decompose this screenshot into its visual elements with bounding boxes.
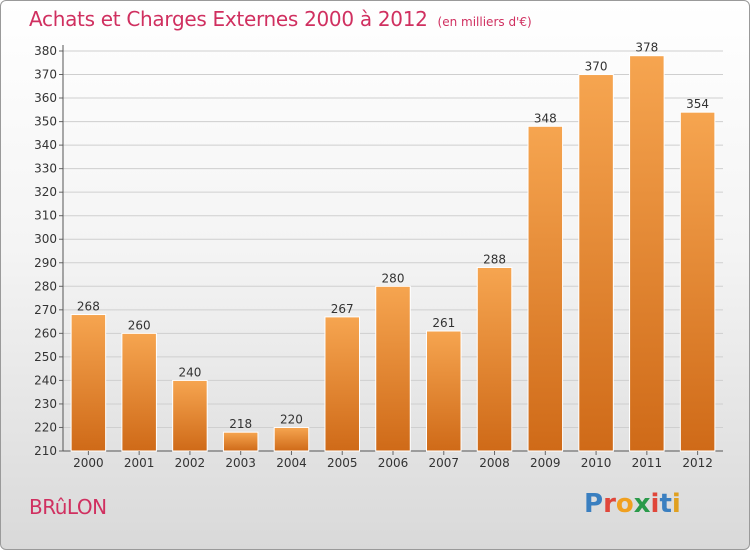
data-label-2009: 348 [534,111,557,125]
bar-2001 [121,332,157,452]
chart-title-text: Achats et Charges Externes 2000 à 2012 [29,7,428,31]
bar-2002 [172,379,208,452]
x-tick-label-2007: 2007 [428,456,459,470]
logo-letter: i [671,489,681,519]
y-tick-label: 320 [34,185,57,199]
chart-title: Achats et Charges Externes 2000 à 2012 (e… [29,7,532,31]
y-tick-label: 210 [34,444,57,458]
data-label-2008: 288 [483,252,506,266]
x-tick-label-2009: 2009 [530,456,561,470]
y-tick-label: 310 [34,209,57,223]
bar-2004 [273,426,310,452]
proxiti-logo: Proxiti [584,489,681,519]
y-tick-label: 350 [34,115,57,129]
data-label-2006: 280 [382,271,405,285]
bar-2007 [426,330,462,452]
x-tick-label-2005: 2005 [327,456,358,470]
y-tick-label: 220 [34,420,57,434]
logo-letter: r [603,489,616,519]
y-tick-labels: 210 220 230 240 250 260 270 280 290 300 310 320 330 3… [34,44,57,458]
x-tick-label-2011: 2011 [632,456,663,470]
y-tick-label: 340 [34,138,57,152]
bar-2006 [375,285,411,452]
chart-subtitle: (en milliers d'€) [437,15,532,29]
x-tick-label-2008: 2008 [479,456,510,470]
data-labels: 268 260 240 218 220 267 280 261 288 348 370 378 354 [77,41,709,431]
city-name: BRûLON [29,495,107,519]
bar-2005 [324,316,360,452]
bar-2010 [578,74,614,452]
y-tick-label: 370 [34,68,57,82]
x-tick-label-2002: 2002 [175,456,206,470]
data-label-2003: 218 [229,417,252,431]
x-tick-label-2000: 2000 [73,456,104,470]
y-tick-label: 250 [34,350,57,364]
x-tick-label-2004: 2004 [276,456,307,470]
y-tick-label: 300 [34,232,57,246]
x-tick-label-2012: 2012 [682,456,713,470]
y-tick-label: 260 [34,326,57,340]
bar-2003 [222,431,259,452]
x-tick-label-2003: 2003 [225,456,256,470]
bar-2012 [679,111,716,452]
y-tick-label: 330 [34,162,57,176]
data-label-2000: 268 [77,300,100,314]
x-tick-label-2006: 2006 [378,456,409,470]
logo-letter: o [615,489,634,519]
x-tick-label-2001: 2001 [124,456,155,470]
data-label-2002: 240 [178,365,201,379]
data-label-2010: 370 [585,60,608,74]
data-label-2005: 267 [331,302,354,316]
y-tick-label: 380 [34,44,57,58]
bars [70,55,716,452]
logo-letter: P [584,489,604,519]
bar-2000 [70,314,107,452]
data-label-2007: 261 [432,316,455,330]
y-tick-label: 270 [34,303,57,317]
y-tick-label: 240 [34,373,57,387]
y-tick-label: 290 [34,256,57,270]
data-label-2004: 220 [280,412,303,426]
data-label-2001: 260 [128,318,151,332]
y-tick-label: 360 [34,91,57,105]
logo-letter: i [650,489,660,519]
bar-2011 [629,55,665,452]
data-label-2012: 354 [686,97,709,111]
bar-2009 [527,125,564,452]
x-tick-label-2010: 2010 [581,456,612,470]
logo-letter: t [659,489,672,519]
y-tick-label: 230 [34,397,57,411]
logo-letter: x [633,489,651,519]
bar-2008 [476,266,513,452]
y-tick-label: 280 [34,279,57,293]
x-tick-labels: 2000 2001 2002 2003 2004 2005 2006 2007 2008 2009… [73,451,713,470]
data-label-2011: 378 [635,41,658,55]
